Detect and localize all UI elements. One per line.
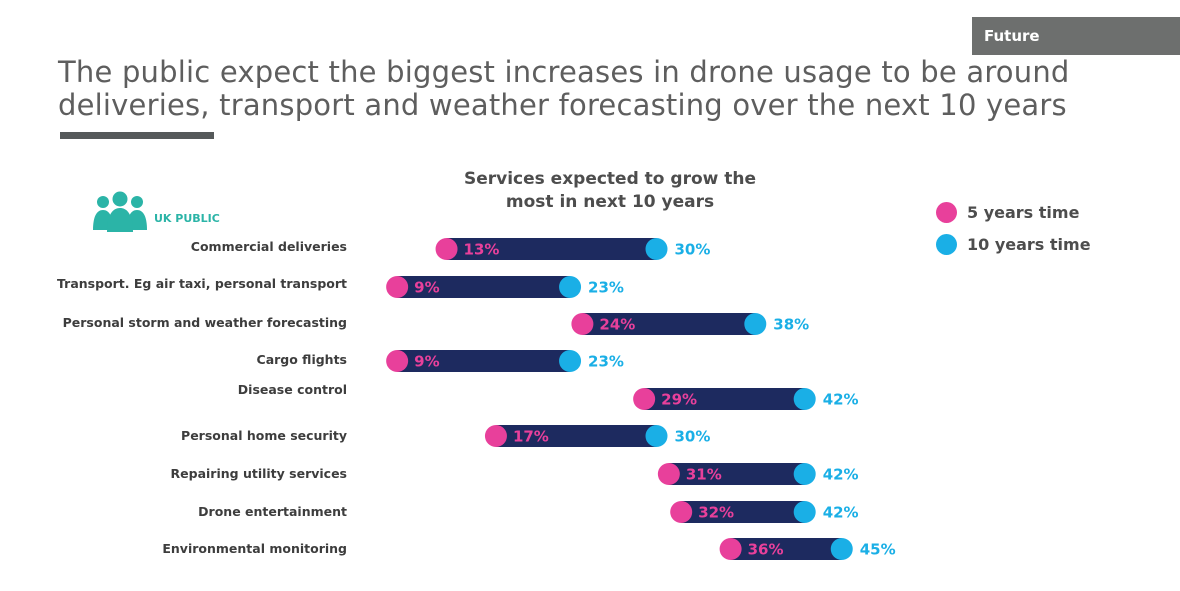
category-label: Personal storm and weather forecasting: [63, 315, 347, 330]
page-title: The public expect the biggest increases …: [58, 56, 1098, 122]
title-line-2: deliveries, transport and weather foreca…: [58, 88, 1067, 122]
data-label-10-years: 45%: [860, 541, 896, 559]
chart-legend: 5 years time 10 years time: [936, 196, 1091, 260]
legend-item-10-years: 10 years time: [936, 228, 1091, 260]
data-label-10-years: 23%: [588, 279, 624, 297]
legend-label-10-years: 10 years time: [967, 234, 1091, 254]
data-label-5-years: 31%: [686, 466, 722, 484]
data-label-10-years: 30%: [675, 241, 711, 259]
range-bar: [644, 388, 805, 410]
category-label: Transport. Eg air taxi, personal transpo…: [57, 276, 347, 291]
point-10-years: [559, 276, 582, 298]
data-label-5-years: 24%: [599, 316, 635, 334]
audience-label: UK PUBLIC: [154, 211, 220, 225]
point-10-years: [559, 350, 582, 372]
category-label: Environmental monitoring: [162, 541, 347, 556]
data-label-10-years: 42%: [823, 466, 859, 484]
point-10-years: [744, 313, 767, 335]
data-label-5-years: 36%: [748, 541, 784, 559]
point-5-years: [633, 388, 656, 410]
section-tag: Future: [972, 17, 1180, 55]
legend-item-5-years: 5 years time: [936, 196, 1091, 228]
audience-badge: UK PUBLIC: [92, 190, 220, 232]
category-label: Personal home security: [181, 428, 347, 443]
title-line-1: The public expect the biggest increases …: [58, 55, 1070, 89]
point-5-years: [670, 501, 693, 523]
data-label-10-years: 23%: [588, 353, 624, 371]
data-label-5-years: 9%: [414, 279, 439, 297]
range-bar: [730, 538, 842, 560]
point-5-years: [386, 276, 409, 298]
data-label-5-years: 32%: [698, 504, 734, 522]
point-5-years: [571, 313, 594, 335]
data-label-10-years: 30%: [675, 428, 711, 446]
range-bar: [582, 313, 756, 335]
point-10-years: [645, 425, 668, 447]
point-5-years: [386, 350, 409, 372]
range-bar: [397, 276, 571, 298]
data-label-5-years: 17%: [513, 428, 549, 446]
category-label: Cargo flights: [257, 352, 347, 367]
point-5-years: [435, 238, 458, 260]
legend-swatch-5-years: [936, 201, 957, 223]
chart-title-line-1: Services expected to grow the: [463, 169, 757, 189]
range-bar: [397, 350, 571, 372]
range-bar: [446, 238, 657, 260]
chart-title: Services expected to grow the most in ne…: [420, 168, 800, 214]
data-label-10-years: 42%: [823, 504, 859, 522]
point-10-years: [793, 501, 816, 523]
category-label: Disease control: [238, 382, 347, 397]
category-label: Drone entertainment: [198, 504, 347, 519]
category-label: Commercial deliveries: [191, 239, 347, 254]
data-label-10-years: 42%: [823, 391, 859, 409]
point-5-years: [484, 425, 507, 447]
category-label: Repairing utility services: [171, 466, 347, 481]
point-10-years: [793, 463, 816, 485]
chart-title-line-2: most in next 10 years: [505, 192, 715, 212]
data-label-5-years: 29%: [661, 391, 697, 409]
data-label-10-years: 38%: [773, 316, 809, 334]
point-5-years: [657, 463, 680, 485]
point-10-years: [830, 538, 853, 560]
range-bar: [681, 501, 805, 523]
point-5-years: [719, 538, 742, 560]
range-bar: [495, 425, 657, 447]
data-label-5-years: 13%: [464, 241, 500, 259]
range-bar: [668, 463, 805, 485]
point-10-years: [645, 238, 668, 260]
point-10-years: [793, 388, 816, 410]
title-underline: [60, 132, 214, 139]
people-group-icon: [93, 191, 147, 232]
data-label-5-years: 9%: [414, 353, 439, 371]
legend-swatch-10-years: [936, 233, 957, 255]
legend-label-5-years: 5 years time: [967, 202, 1080, 222]
